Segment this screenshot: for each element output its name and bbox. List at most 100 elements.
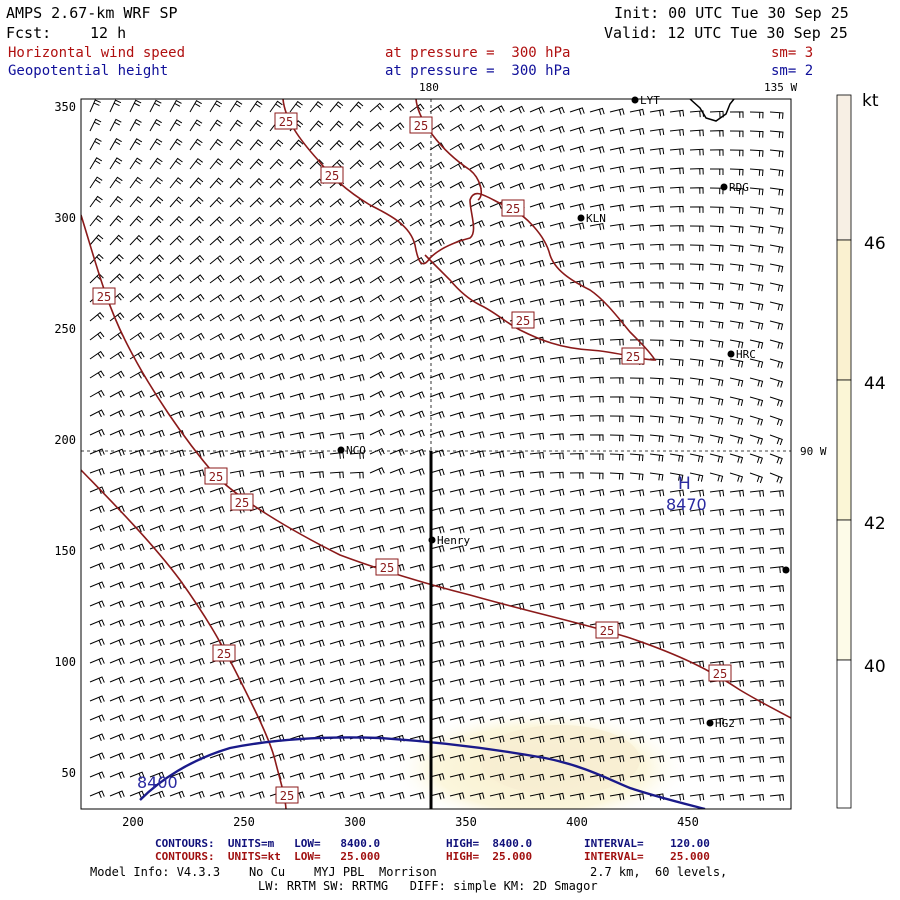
wind-barb — [649, 396, 664, 404]
wind-barb — [389, 487, 405, 496]
wind-barb — [429, 295, 445, 304]
wind-barb — [429, 640, 445, 648]
wind-barb — [549, 471, 564, 479]
wind-barb — [589, 299, 605, 307]
wind-barb — [149, 215, 164, 227]
wind-barb — [349, 525, 365, 534]
wind-barb — [209, 771, 225, 780]
wind-barb — [149, 676, 165, 685]
wind-barb — [149, 371, 165, 379]
wind-barb — [349, 159, 365, 170]
wind-barb — [429, 621, 445, 629]
wind-barb — [669, 167, 684, 175]
wind-barb — [309, 487, 325, 495]
wind-barb — [729, 187, 744, 195]
wind-barb — [109, 657, 125, 666]
wind-barb — [569, 222, 585, 230]
wind-barb — [609, 755, 625, 763]
wind-barb — [229, 255, 245, 265]
wind-barb — [169, 695, 185, 704]
wind-barb — [189, 657, 205, 666]
wind-barb — [309, 412, 325, 420]
wind-barb — [169, 676, 185, 685]
wind-barb — [289, 139, 304, 151]
wind-barb — [149, 293, 165, 303]
wind-barb — [669, 489, 685, 497]
wind-barb — [529, 621, 545, 629]
wind-barb — [89, 157, 103, 170]
wind-barb — [409, 773, 425, 781]
wind-barb — [329, 791, 345, 800]
wind-barb — [469, 373, 485, 382]
wind-barb — [249, 411, 265, 420]
svg-text:25: 25 — [380, 561, 394, 575]
wind-barb — [589, 793, 605, 801]
footer-speed-interval: INTERVAL= 25.000 — [584, 850, 710, 863]
wind-barb — [269, 353, 285, 361]
wind-barb — [729, 717, 745, 725]
wind-barb — [529, 298, 545, 306]
wind-barb — [129, 234, 144, 246]
wind-barb — [409, 276, 425, 284]
wind-barb — [569, 126, 585, 134]
wind-barb — [629, 453, 644, 462]
wind-barb — [269, 772, 285, 780]
wind-barb — [549, 433, 564, 441]
wind-barb — [209, 752, 225, 761]
wind-barb — [489, 564, 505, 572]
wind-barb — [629, 415, 644, 423]
wind-barb — [349, 315, 365, 323]
wind-barb — [769, 509, 785, 516]
wind-barb — [449, 621, 465, 629]
wind-barb — [129, 524, 145, 533]
wind-barb — [409, 754, 425, 762]
wind-barb — [769, 775, 785, 782]
wind-barb — [269, 411, 285, 420]
wind-barb — [189, 524, 205, 533]
wind-barb — [449, 545, 465, 553]
wind-barb — [749, 793, 765, 801]
y-tick-label: 300 — [54, 211, 76, 225]
wind-barb — [149, 771, 165, 780]
wind-barb — [149, 449, 165, 457]
wind-barb — [369, 371, 385, 379]
wind-barb — [169, 312, 185, 322]
wind-barb — [169, 351, 185, 360]
wind-barb — [269, 392, 285, 400]
colorbar-unit: kt — [862, 91, 879, 111]
wind-barb — [249, 487, 265, 495]
svg-text:25: 25 — [414, 119, 428, 133]
wind-barb — [749, 282, 764, 292]
wind-barb — [609, 679, 625, 687]
wind-barb — [309, 197, 325, 208]
wind-barb — [449, 296, 465, 304]
wind-barb — [769, 661, 785, 668]
wind-barb — [409, 103, 425, 113]
wind-barb — [449, 488, 465, 496]
wind-barb — [549, 106, 565, 115]
svg-text:25: 25 — [516, 314, 530, 328]
wind-barb — [509, 640, 525, 648]
wind-barb — [589, 755, 605, 763]
wind-barb — [189, 562, 205, 571]
wind-barb — [749, 584, 765, 592]
wind-barb — [509, 470, 525, 478]
wind-barb — [509, 451, 525, 459]
wind-barb — [289, 563, 305, 571]
speed-contour-label: 25 — [409, 116, 433, 134]
wind-barb — [569, 241, 585, 249]
wind-barb — [569, 583, 585, 592]
wind-barb — [349, 373, 365, 382]
wind-barb — [189, 235, 204, 246]
wind-barb — [689, 698, 705, 706]
colorbar-label-44: 44 — [864, 374, 886, 394]
wind-barb — [449, 411, 465, 419]
wind-barb — [309, 295, 325, 304]
wind-barb — [629, 565, 645, 573]
wind-barb — [209, 714, 225, 723]
wind-barb — [169, 733, 185, 742]
colorbar-swatch — [836, 379, 852, 521]
wind-barb — [489, 792, 505, 800]
wind-barb — [229, 620, 245, 628]
speed-contour-label: 25 — [274, 112, 298, 130]
